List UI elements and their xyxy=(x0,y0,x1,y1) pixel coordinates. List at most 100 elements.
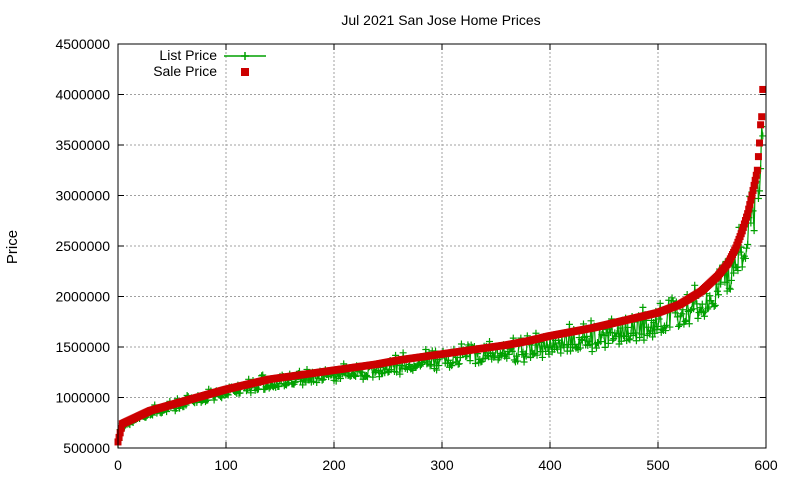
list-price-point xyxy=(538,353,546,361)
list-price-point xyxy=(597,338,605,346)
sale-price-point xyxy=(756,139,764,147)
list-price-point xyxy=(621,332,629,340)
list-price-point xyxy=(332,377,340,385)
list-price-point xyxy=(727,276,735,284)
sale-price-point xyxy=(759,85,767,93)
list-price-point xyxy=(651,329,659,337)
list-price-point xyxy=(508,347,516,355)
y-tick-label: 4500000 xyxy=(55,36,110,52)
list-price-point xyxy=(662,327,670,335)
list-price-point xyxy=(682,316,690,324)
list-price-point xyxy=(706,292,714,300)
list-price-point xyxy=(668,294,676,302)
list-price-point xyxy=(351,371,359,379)
legend-label-list-price: List Price xyxy=(159,47,217,63)
list-price-point xyxy=(449,359,457,367)
list-price-point xyxy=(522,352,530,360)
list-price-point xyxy=(435,362,443,370)
list-price-point xyxy=(650,319,658,327)
sale-price-point xyxy=(754,153,762,161)
list-price-point xyxy=(738,263,746,271)
sale-price-series xyxy=(114,85,767,446)
x-tick-label: 600 xyxy=(754,457,778,473)
list-price-point xyxy=(318,376,326,384)
list-price-point xyxy=(505,350,513,358)
list-price-point xyxy=(626,336,634,344)
list-price-point xyxy=(560,343,568,351)
list-price-point xyxy=(601,343,609,351)
list-price-point xyxy=(710,302,718,310)
legend-marker-sale-price xyxy=(241,68,249,76)
x-tick-label: 0 xyxy=(114,457,122,473)
chart-title: Jul 2021 San Jose Home Prices xyxy=(341,12,540,28)
list-price-point xyxy=(631,329,639,337)
list-price-point xyxy=(565,320,573,328)
y-tick-label: 1500000 xyxy=(55,339,110,355)
list-price-point xyxy=(717,280,725,288)
list-price-point xyxy=(759,132,767,140)
list-price-point xyxy=(448,362,456,370)
list-price-point xyxy=(691,281,699,289)
list-price-point xyxy=(557,349,565,357)
y-tick-label: 500000 xyxy=(63,440,110,456)
sale-price-point xyxy=(117,424,125,432)
list-price-point xyxy=(730,269,738,277)
list-price-point xyxy=(576,344,584,352)
list-price-point xyxy=(426,362,434,370)
list-price-point xyxy=(700,312,708,320)
list-price-point xyxy=(547,342,555,350)
y-tick-label: 4000000 xyxy=(55,87,110,103)
sale-price-point xyxy=(750,181,758,189)
list-price-point xyxy=(520,358,528,366)
list-price-point xyxy=(625,335,633,343)
list-price-point xyxy=(750,227,758,235)
list-price-point xyxy=(743,244,751,252)
sale-price-point xyxy=(744,210,752,218)
sale-price-point xyxy=(758,113,766,121)
sale-price-point xyxy=(746,201,754,209)
list-price-point xyxy=(655,315,663,323)
list-price-point xyxy=(656,299,664,307)
list-price-point xyxy=(675,322,683,330)
list-price-point xyxy=(457,340,465,348)
list-price-point xyxy=(640,336,648,344)
list-price-point xyxy=(639,303,647,311)
sale-price-point xyxy=(748,192,756,199)
list-price-point xyxy=(309,377,317,385)
list-price-point xyxy=(612,333,620,341)
list-price-point xyxy=(653,326,661,334)
list-price-point xyxy=(567,347,575,355)
list-price-point xyxy=(685,320,693,328)
y-axis-label: Price xyxy=(4,230,21,264)
list-price-point xyxy=(544,343,552,351)
list-price-point xyxy=(554,345,562,353)
y-tick-label: 3000000 xyxy=(55,188,110,204)
list-price-point xyxy=(741,254,749,262)
sale-price-point xyxy=(745,205,753,213)
list-price-point xyxy=(678,310,686,318)
list-price-point xyxy=(744,241,752,249)
legend-label-sale-price: Sale Price xyxy=(153,63,217,79)
list-price-point xyxy=(698,300,706,308)
grid-lines xyxy=(118,44,766,448)
list-price-point xyxy=(654,322,662,330)
list-price-point xyxy=(503,354,511,362)
list-price-point xyxy=(756,187,764,195)
list-price-point xyxy=(513,352,521,360)
list-price-point xyxy=(646,327,654,335)
list-price-point xyxy=(409,366,417,374)
list-price-point xyxy=(638,330,646,338)
list-price-point xyxy=(541,342,549,350)
list-price-point xyxy=(632,337,640,345)
sale-price-point xyxy=(752,171,760,179)
list-price-point xyxy=(313,379,321,387)
list-price-point xyxy=(619,332,627,340)
list-price-point xyxy=(713,287,721,295)
y-tick-label: 2500000 xyxy=(55,238,110,254)
sale-price-point xyxy=(749,186,757,194)
list-price-point xyxy=(690,305,698,313)
list-price-point xyxy=(696,304,704,312)
list-price-point xyxy=(369,373,377,381)
list-price-point xyxy=(604,339,612,347)
